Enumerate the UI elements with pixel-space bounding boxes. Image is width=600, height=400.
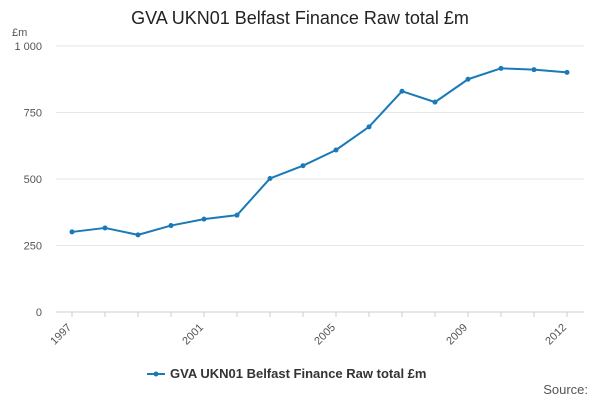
data-point[interactable] [399,88,405,94]
legend-marker-swatch [153,371,159,377]
y-axis-unit-label: £m [12,27,27,39]
chart-title: GVA UKN01 Belfast Finance Raw total £m [131,8,469,28]
x-tick-label: 2001 [180,322,206,348]
data-point[interactable] [432,99,438,105]
y-tick-label: 250 [24,241,42,253]
data-point[interactable] [135,232,141,238]
data-point[interactable] [234,212,240,218]
data-point[interactable] [333,147,339,153]
y-axis-ticks: 0 250 500 750 1 000 [14,41,42,319]
data-point[interactable] [267,175,273,181]
data-point[interactable] [201,216,207,222]
data-point[interactable] [531,67,537,73]
gridlines [56,45,584,313]
x-tick-label: 2012 [543,322,569,348]
data-point[interactable] [69,229,75,235]
y-tick-label: 0 [36,307,42,319]
y-tick-label: 750 [24,108,42,120]
x-tick-label: 1997 [48,322,74,348]
data-point[interactable] [300,163,306,169]
data-point[interactable] [564,69,570,75]
x-tick-label: 2009 [444,322,470,348]
data-point[interactable] [102,225,108,231]
data-point[interactable] [498,65,504,71]
x-axis: 1997 2001 2005 2009 2012 [48,312,569,347]
data-point[interactable] [366,124,372,130]
series-layer [69,65,570,238]
legend[interactable]: GVA UKN01 Belfast Finance Raw total £m [147,366,426,381]
legend-label: GVA UKN01 Belfast Finance Raw total £m [170,366,426,381]
x-tick-label: 2005 [312,322,338,348]
data-point[interactable] [465,76,471,82]
series-line [71,67,568,236]
y-tick-label: 1 000 [14,41,42,53]
y-tick-label: 500 [24,174,42,186]
source-label: Source: [543,382,588,397]
data-point[interactable] [168,223,174,229]
